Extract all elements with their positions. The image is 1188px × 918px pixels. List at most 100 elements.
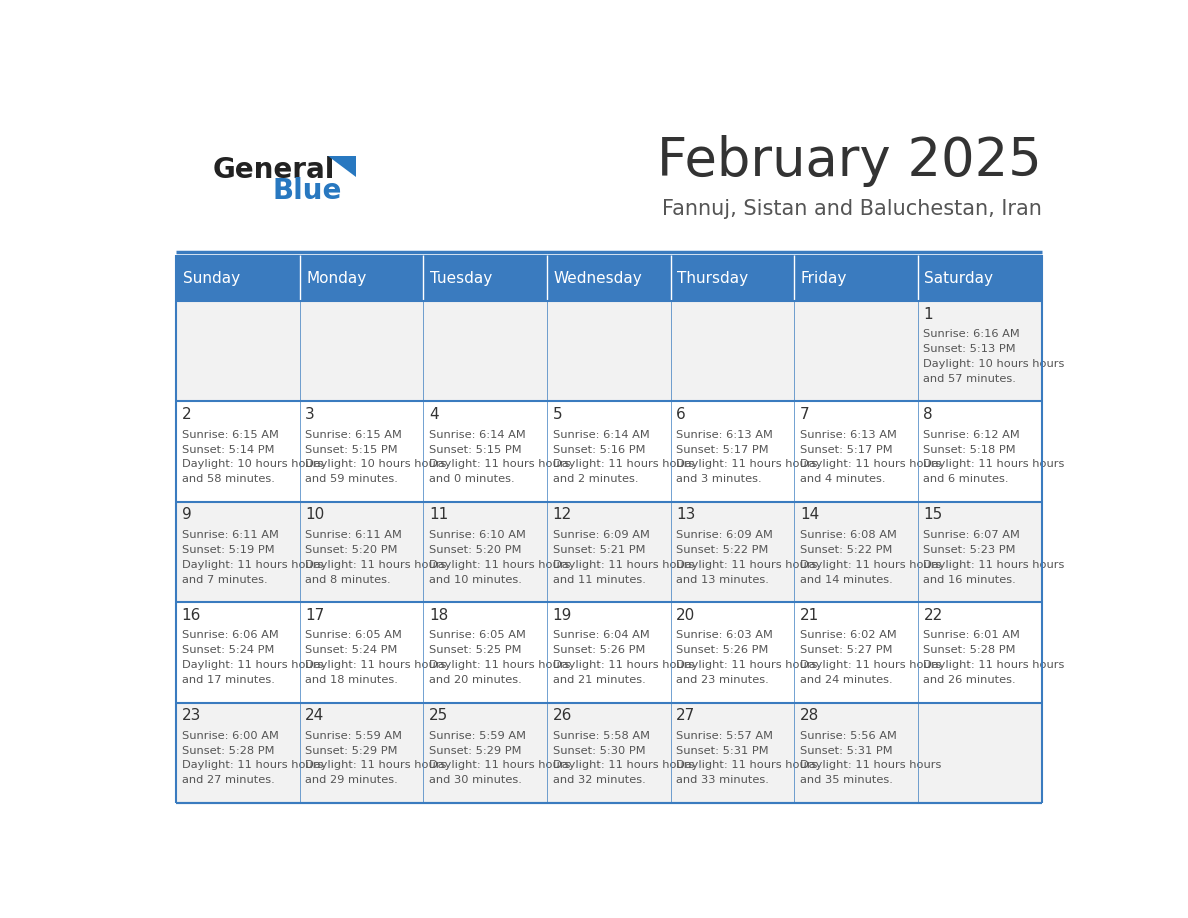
Text: Sunrise: 5:58 AM: Sunrise: 5:58 AM (552, 731, 650, 741)
Bar (795, 255, 918, 301)
Text: Sunset: 5:27 PM: Sunset: 5:27 PM (800, 645, 892, 655)
Text: Sunrise: 6:11 AM: Sunrise: 6:11 AM (305, 530, 403, 540)
Text: and 3 minutes.: and 3 minutes. (676, 475, 762, 484)
Text: Daylight: 11 hours hours: Daylight: 11 hours hours (182, 660, 323, 670)
Text: Sunrise: 6:05 AM: Sunrise: 6:05 AM (429, 631, 526, 641)
Text: Sunset: 5:17 PM: Sunset: 5:17 PM (676, 444, 769, 454)
Text: Sunset: 5:16 PM: Sunset: 5:16 PM (552, 444, 645, 454)
Text: and 18 minutes.: and 18 minutes. (305, 675, 398, 685)
Text: 26: 26 (552, 708, 571, 723)
Text: Sunrise: 6:09 AM: Sunrise: 6:09 AM (552, 530, 650, 540)
Text: 17: 17 (305, 608, 324, 622)
Text: Daylight: 11 hours hours: Daylight: 11 hours hours (552, 560, 694, 570)
Text: Sunrise: 6:00 AM: Sunrise: 6:00 AM (182, 731, 278, 741)
Text: Sunset: 5:31 PM: Sunset: 5:31 PM (800, 745, 892, 756)
Text: Sunday: Sunday (183, 271, 240, 285)
Text: Daylight: 10 hours hours: Daylight: 10 hours hours (305, 459, 447, 469)
Text: Daylight: 11 hours hours: Daylight: 11 hours hours (800, 459, 941, 469)
Text: and 2 minutes.: and 2 minutes. (552, 475, 638, 484)
Text: and 26 minutes.: and 26 minutes. (923, 675, 1016, 685)
Text: Sunrise: 6:07 AM: Sunrise: 6:07 AM (923, 530, 1020, 540)
Text: Daylight: 11 hours hours: Daylight: 11 hours hours (429, 760, 570, 770)
Text: 14: 14 (800, 508, 819, 522)
Text: Daylight: 11 hours hours: Daylight: 11 hours hours (552, 660, 694, 670)
Text: Sunset: 5:14 PM: Sunset: 5:14 PM (182, 444, 274, 454)
Text: and 20 minutes.: and 20 minutes. (429, 675, 522, 685)
Text: Sunset: 5:13 PM: Sunset: 5:13 PM (923, 344, 1016, 354)
Text: Sunset: 5:21 PM: Sunset: 5:21 PM (552, 545, 645, 554)
Text: Sunset: 5:29 PM: Sunset: 5:29 PM (429, 745, 522, 756)
Text: and 24 minutes.: and 24 minutes. (800, 675, 892, 685)
Text: Sunrise: 6:04 AM: Sunrise: 6:04 AM (552, 631, 650, 641)
Text: and 13 minutes.: and 13 minutes. (676, 575, 769, 585)
Text: Sunset: 5:20 PM: Sunset: 5:20 PM (305, 545, 398, 554)
Text: Friday: Friday (801, 271, 847, 285)
Text: Daylight: 11 hours hours: Daylight: 11 hours hours (305, 760, 447, 770)
Text: Daylight: 11 hours hours: Daylight: 11 hours hours (429, 560, 570, 570)
Bar (918, 255, 1042, 301)
Text: 15: 15 (923, 508, 943, 522)
Text: Sunrise: 5:56 AM: Sunrise: 5:56 AM (800, 731, 897, 741)
Text: Sunrise: 5:57 AM: Sunrise: 5:57 AM (676, 731, 773, 741)
Text: and 23 minutes.: and 23 minutes. (676, 675, 769, 685)
Bar (176, 702, 1042, 803)
Text: Sunrise: 6:12 AM: Sunrise: 6:12 AM (923, 430, 1020, 440)
Bar (423, 255, 546, 301)
Text: Sunrise: 6:01 AM: Sunrise: 6:01 AM (923, 631, 1020, 641)
Text: 22: 22 (923, 608, 943, 622)
Text: and 0 minutes.: and 0 minutes. (429, 475, 514, 484)
Text: Sunrise: 6:15 AM: Sunrise: 6:15 AM (305, 430, 403, 440)
Text: 19: 19 (552, 608, 571, 622)
Text: 13: 13 (676, 508, 695, 522)
Text: and 32 minutes.: and 32 minutes. (552, 776, 645, 785)
Text: 7: 7 (800, 407, 809, 422)
Bar (299, 255, 423, 301)
Text: Thursday: Thursday (677, 271, 748, 285)
Text: and 33 minutes.: and 33 minutes. (676, 776, 769, 785)
Text: Sunset: 5:28 PM: Sunset: 5:28 PM (923, 645, 1016, 655)
Text: and 35 minutes.: and 35 minutes. (800, 776, 892, 785)
Text: Blue: Blue (273, 177, 342, 206)
Text: 12: 12 (552, 508, 571, 522)
Text: and 11 minutes.: and 11 minutes. (552, 575, 645, 585)
Text: Sunset: 5:29 PM: Sunset: 5:29 PM (305, 745, 398, 756)
Text: Sunrise: 6:13 AM: Sunrise: 6:13 AM (800, 430, 897, 440)
Text: Sunset: 5:15 PM: Sunset: 5:15 PM (429, 444, 522, 454)
Text: 1: 1 (923, 307, 933, 321)
Text: Sunset: 5:22 PM: Sunset: 5:22 PM (800, 545, 892, 554)
Text: Sunset: 5:17 PM: Sunset: 5:17 PM (800, 444, 892, 454)
Text: and 21 minutes.: and 21 minutes. (552, 675, 645, 685)
Text: 6: 6 (676, 407, 685, 422)
Text: Daylight: 10 hours hours: Daylight: 10 hours hours (182, 459, 323, 469)
Text: and 7 minutes.: and 7 minutes. (182, 575, 267, 585)
Text: and 30 minutes.: and 30 minutes. (429, 776, 522, 785)
Bar (176, 301, 1042, 401)
Text: Tuesday: Tuesday (430, 271, 492, 285)
Text: and 58 minutes.: and 58 minutes. (182, 475, 274, 484)
Text: Sunset: 5:25 PM: Sunset: 5:25 PM (429, 645, 522, 655)
Text: Sunset: 5:18 PM: Sunset: 5:18 PM (923, 444, 1016, 454)
Text: 28: 28 (800, 708, 819, 723)
Text: General: General (213, 156, 335, 185)
Bar (546, 255, 671, 301)
Text: and 57 minutes.: and 57 minutes. (923, 374, 1017, 384)
Text: Daylight: 11 hours hours: Daylight: 11 hours hours (923, 459, 1064, 469)
Text: 24: 24 (305, 708, 324, 723)
Text: Daylight: 11 hours hours: Daylight: 11 hours hours (676, 760, 817, 770)
Text: Daylight: 10 hours hours: Daylight: 10 hours hours (923, 359, 1064, 369)
Text: February 2025: February 2025 (657, 135, 1042, 187)
Text: Sunrise: 6:14 AM: Sunrise: 6:14 AM (552, 430, 650, 440)
Bar (176, 401, 1042, 502)
Text: 23: 23 (182, 708, 201, 723)
Text: Wednesday: Wednesday (554, 271, 643, 285)
Text: 10: 10 (305, 508, 324, 522)
Text: Daylight: 11 hours hours: Daylight: 11 hours hours (182, 560, 323, 570)
Text: Fannuj, Sistan and Baluchestan, Iran: Fannuj, Sistan and Baluchestan, Iran (662, 198, 1042, 218)
Text: Sunset: 5:22 PM: Sunset: 5:22 PM (676, 545, 769, 554)
Text: Sunrise: 6:10 AM: Sunrise: 6:10 AM (429, 530, 526, 540)
Text: 18: 18 (429, 608, 448, 622)
Text: 5: 5 (552, 407, 562, 422)
Text: and 8 minutes.: and 8 minutes. (305, 575, 391, 585)
Text: and 4 minutes.: and 4 minutes. (800, 475, 885, 484)
Text: and 17 minutes.: and 17 minutes. (182, 675, 274, 685)
